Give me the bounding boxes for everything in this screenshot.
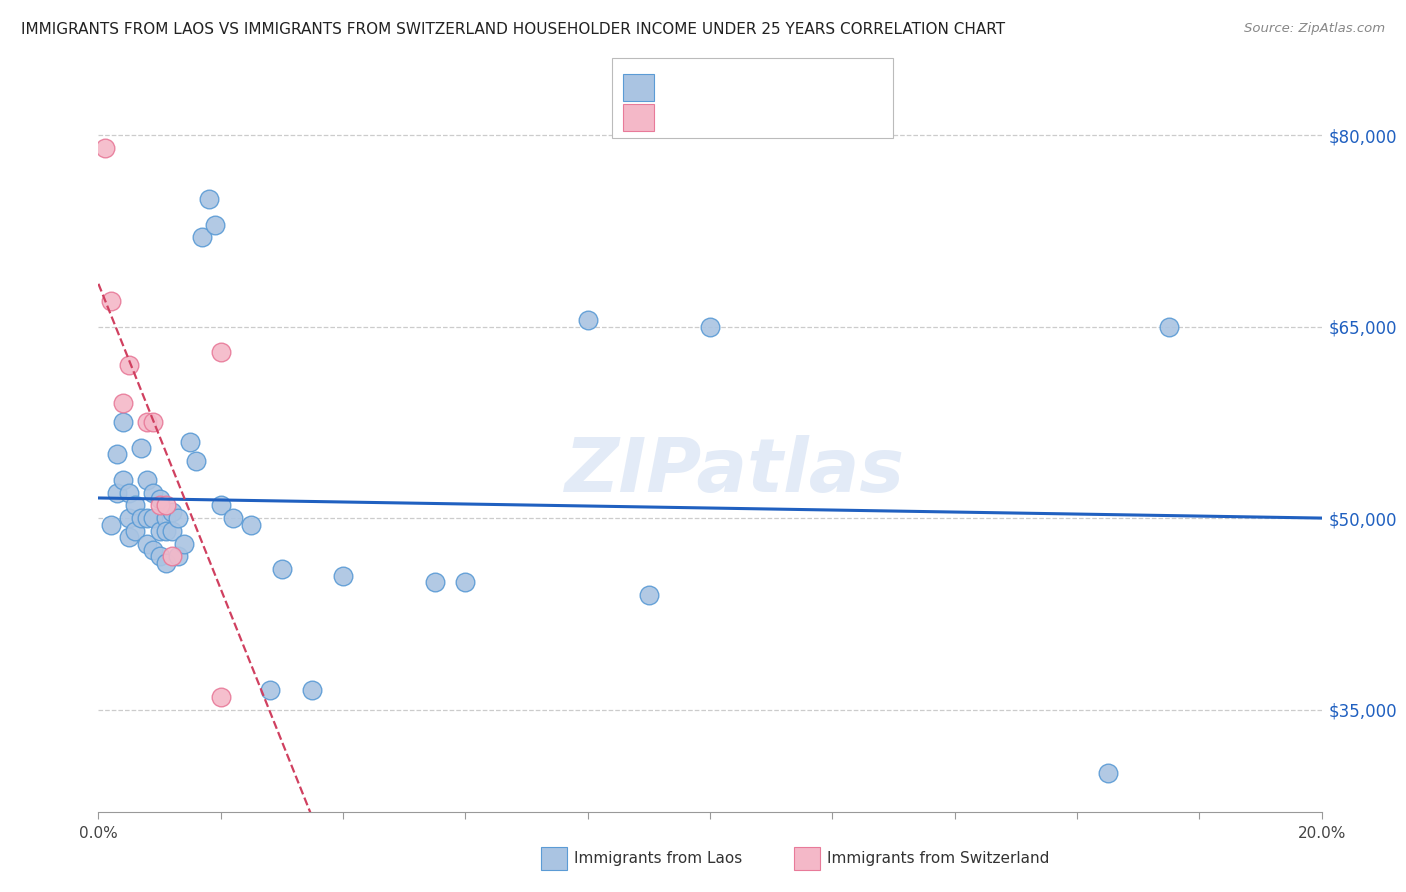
Point [454,574,477,589]
Point [118,485,141,500]
Point [699,319,721,334]
Point [209,499,232,513]
Point [209,345,232,359]
Point [270,562,292,576]
Point [167,549,190,564]
Text: Source: ZipAtlas.com: Source: ZipAtlas.com [1244,22,1385,36]
Point [173,536,195,550]
Point [142,511,165,525]
Point [105,485,128,500]
Point [124,499,146,513]
Point [155,556,177,570]
Text: R = 0.003   N =  11: R = 0.003 N = 11 [662,109,838,127]
Point [191,230,214,244]
Point [149,524,172,538]
Point [136,511,159,525]
Point [204,218,226,232]
Text: ZIPatlas: ZIPatlas [564,434,904,508]
Point [155,511,177,525]
Point [179,434,201,449]
Point [118,530,141,544]
Point [129,441,152,455]
Point [149,549,172,564]
Point [111,416,134,430]
Point [1157,319,1180,334]
Point [160,549,183,564]
Point [136,536,159,550]
Text: IMMIGRANTS FROM LAOS VS IMMIGRANTS FROM SWITZERLAND HOUSEHOLDER INCOME UNDER 25 : IMMIGRANTS FROM LAOS VS IMMIGRANTS FROM … [21,22,1005,37]
Text: Immigrants from Laos: Immigrants from Laos [574,851,742,865]
Point [129,511,152,525]
Point [197,192,219,206]
Point [136,473,159,487]
Point [209,690,232,704]
Point [149,499,172,513]
Point [100,517,122,532]
Point [142,485,165,500]
Point [160,524,183,538]
Point [160,505,183,519]
Point [142,416,165,430]
Point [142,543,165,558]
Point [118,358,141,372]
Point [118,511,141,525]
Point [222,511,245,525]
Point [423,574,446,589]
Point [149,491,172,506]
Point [576,313,599,327]
Point [240,517,263,532]
Point [105,447,128,461]
Point [93,141,115,155]
Point [637,588,661,602]
Point [155,524,177,538]
Point [111,473,134,487]
Point [186,453,208,467]
Point [111,396,134,410]
Point [332,568,354,582]
Point [124,524,146,538]
Point [167,511,190,525]
Point [100,294,122,309]
Point [155,499,177,513]
Text: R =   0.111   N = 48: R = 0.111 N = 48 [662,74,844,92]
Text: Immigrants from Switzerland: Immigrants from Switzerland [827,851,1049,865]
Point [259,683,281,698]
Point [136,416,159,430]
Point [301,683,323,698]
Point [1097,766,1119,780]
